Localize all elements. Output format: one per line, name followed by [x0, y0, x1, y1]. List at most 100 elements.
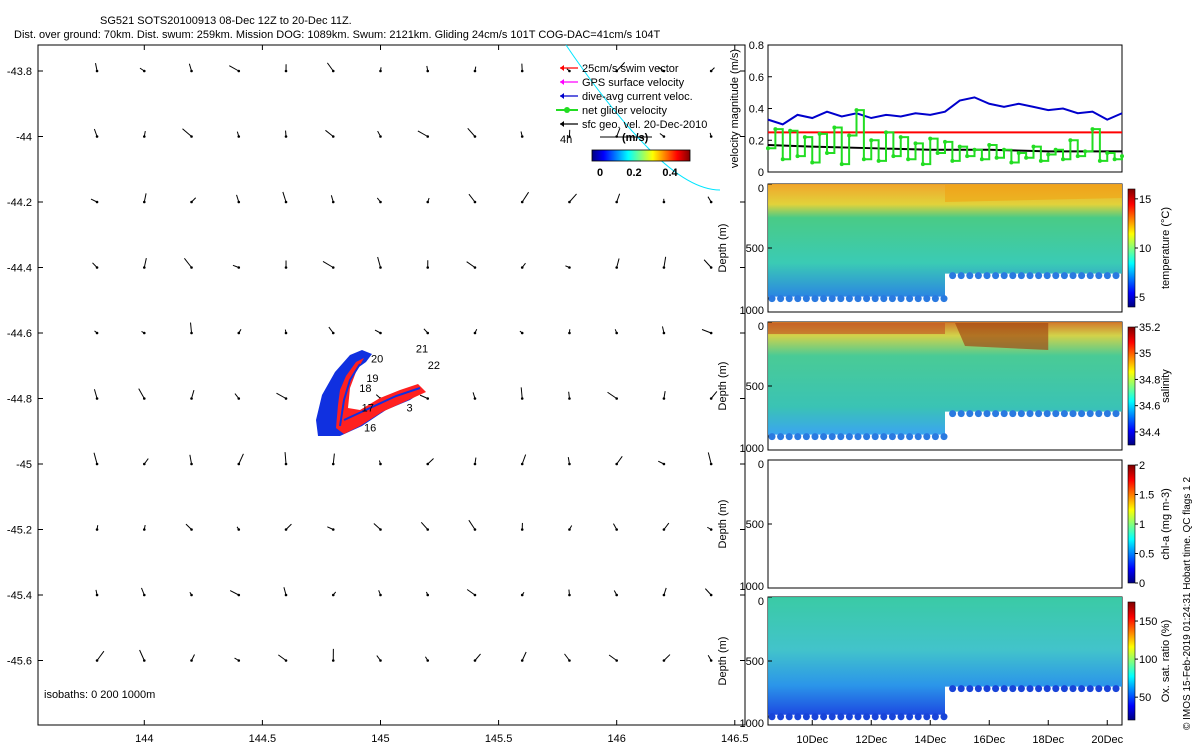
dive-profile-tip — [1112, 272, 1120, 280]
net-velocity-point — [965, 154, 970, 159]
geo-arrow — [568, 589, 571, 597]
dive-profile-tip — [785, 713, 793, 721]
geo-arrow — [93, 389, 99, 400]
legend-label: net glider velocity — [582, 105, 667, 117]
geo-arrow — [519, 330, 524, 335]
geo-arrow — [473, 457, 477, 466]
colorbar-tick-label: 50 — [1139, 692, 1151, 704]
geo-arrow — [331, 591, 337, 597]
depth-tick-label: 1000 — [740, 581, 764, 593]
track-blue-envelope — [316, 350, 422, 436]
dive-profile-tip — [880, 713, 888, 721]
header-line-2: Dist. over ground: 70km. Dist. swum: 259… — [14, 29, 661, 41]
geo-arrow — [284, 329, 288, 335]
geo-arrow — [95, 650, 105, 662]
geo-arrow — [141, 330, 146, 335]
dive-profile-tip — [1052, 410, 1060, 418]
header-line-1: SG521 SOTS20100913 08-Dec 12Z to 20-Dec … — [100, 15, 352, 27]
dive-profile-tip — [820, 433, 828, 441]
net-velocity-point — [906, 157, 911, 162]
dive-profile-tip — [923, 295, 931, 303]
depth-ylabel: Depth (m) — [717, 224, 729, 273]
map-colorbar-tick: 0.4 — [662, 167, 678, 179]
map-frame — [37, 44, 746, 726]
geo-arrow — [704, 588, 713, 597]
panel-oxygen: 0 500 1000 Depth (m) 50 100 150 Ox. sat. ratio … — [717, 596, 1172, 730]
dive-profile-tip — [1103, 685, 1111, 693]
geo-arrow — [182, 128, 193, 138]
dive-profile-tip — [940, 433, 948, 441]
geo-arrow — [330, 195, 335, 204]
velocity-ytick-label: 0.4 — [749, 104, 764, 116]
dive-profile-tip — [983, 272, 991, 280]
colorbar-tick-label: 1.5 — [1139, 490, 1154, 502]
geo-arrow — [325, 129, 335, 138]
map-axes: 144 144.5 145 145.5 146 146.5 -43.8 -44 -44.2 -44… — [7, 45, 749, 745]
geo-arrow — [373, 523, 382, 531]
day-label: 18 — [359, 383, 371, 395]
dive-profile-tip — [871, 433, 879, 441]
geo-arrow — [662, 391, 666, 400]
legend-label: 25cm/s swim vector — [582, 63, 679, 75]
map-xtick-label: 146.5 — [721, 733, 749, 745]
geo-arrow — [189, 454, 193, 466]
net-velocity-point — [950, 158, 955, 163]
dive-profile-tip — [777, 295, 785, 303]
dive-profile-tip — [966, 410, 974, 418]
dive-profile-tip — [871, 295, 879, 303]
net-velocity-point — [1068, 138, 1073, 143]
net-velocity-point — [817, 131, 822, 136]
legend-item-net: net glider velocity — [556, 105, 667, 117]
depth-tick-label: 0 — [758, 596, 764, 608]
map-colorbar-tick: 0 — [597, 167, 603, 179]
net-velocity-point — [854, 108, 859, 113]
geo-arrow — [615, 456, 623, 466]
legend-label: GPS surface velocity — [582, 77, 685, 89]
geo-arrow — [236, 131, 241, 138]
time-tick-label: 14Dec — [914, 734, 946, 746]
geo-arrow — [236, 526, 241, 531]
colorbar-tick-label: 15 — [1139, 194, 1151, 206]
net-velocity-point — [884, 130, 888, 135]
geo-arrow — [331, 648, 335, 662]
colorbar-tick-label: 34.4 — [1139, 427, 1160, 439]
geo-arrow — [709, 67, 715, 73]
dive-profile-tip — [768, 713, 776, 721]
dive-profile-tip — [1017, 410, 1025, 418]
geo-arrow — [376, 655, 382, 662]
dive-profile-tip — [949, 272, 957, 280]
net-velocity-point — [839, 162, 844, 167]
net-velocity-point — [913, 141, 918, 146]
velocity-ylabel: velocity magnitude (m/s) — [729, 49, 741, 168]
net-velocity-point — [1090, 127, 1095, 132]
velocity-ytick-label: 0.8 — [749, 40, 764, 52]
geo-arrow — [93, 452, 99, 466]
geo-arrow — [139, 649, 146, 662]
net-velocity-point — [891, 154, 896, 159]
dive-profile-tip — [1078, 272, 1086, 280]
geo-arrow — [234, 393, 241, 400]
net-velocity-point — [920, 162, 925, 167]
geo-arrow — [138, 388, 146, 400]
day-label: 3 — [406, 403, 412, 415]
day-label: 16 — [364, 422, 376, 434]
geo-arrow — [425, 591, 430, 597]
colorbar-label: Ox. sat. ratio (%) — [1160, 620, 1172, 703]
dive-profile-tip — [1026, 685, 1034, 693]
geo-arrow — [613, 590, 618, 597]
geo-arrow — [615, 193, 621, 204]
dive-profile-tip — [1078, 685, 1086, 693]
dive-profile-tip — [837, 295, 845, 303]
dive-profile-tip — [1009, 272, 1017, 280]
dive-profile-tip — [897, 433, 905, 441]
geo-arrow — [284, 523, 292, 531]
dive-profile-tip — [983, 410, 991, 418]
geo-arrow — [95, 589, 99, 597]
dive-profile-tip — [949, 685, 957, 693]
geo-arrow — [284, 64, 288, 73]
velocity-panel: 0 0.2 0.4 0.6 0.8 velocity magnitude (m/s) — [729, 40, 1124, 179]
dive-profile-tip — [897, 713, 905, 721]
net-velocity-point — [957, 144, 962, 149]
dive-profile-tip — [940, 295, 948, 303]
